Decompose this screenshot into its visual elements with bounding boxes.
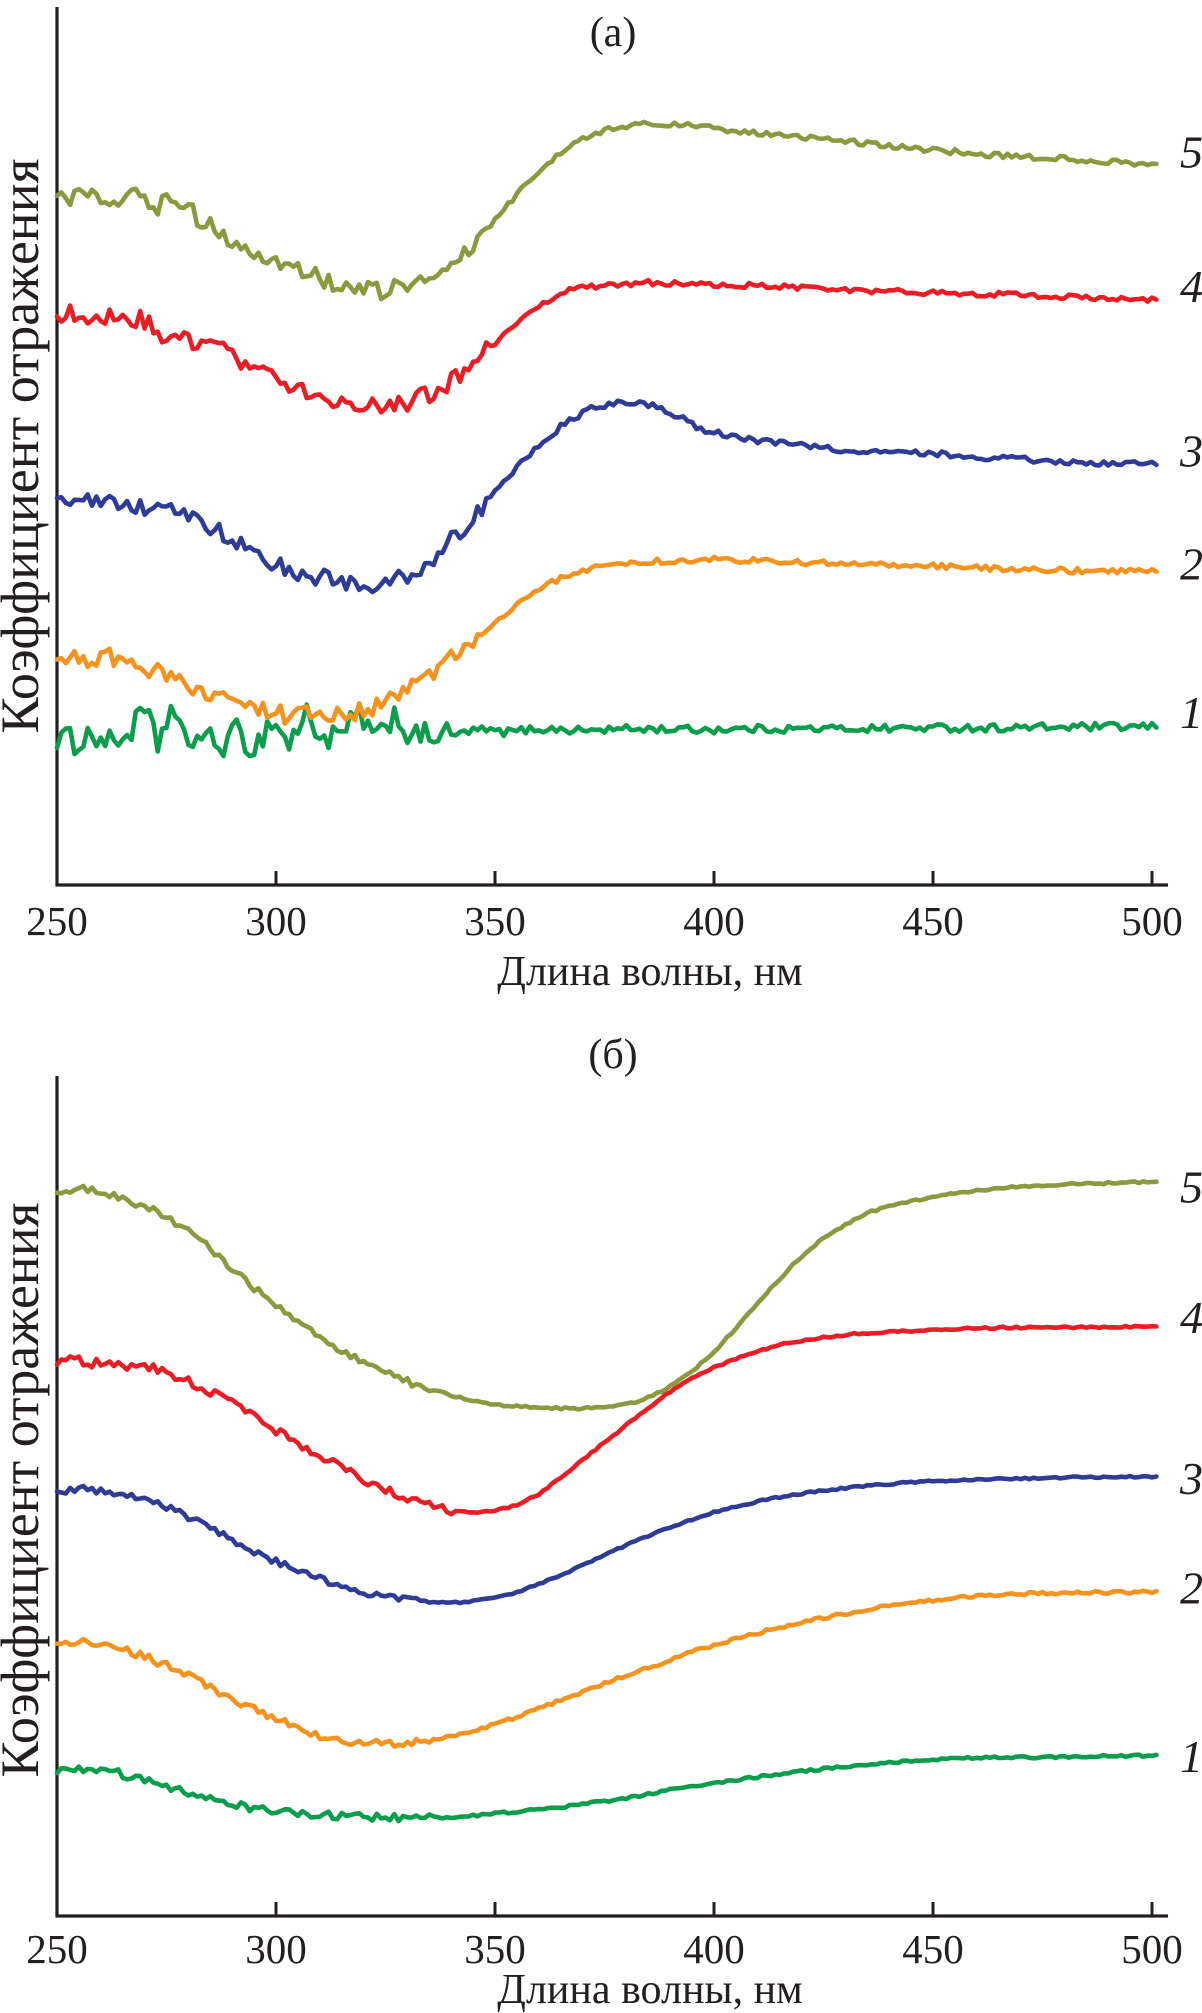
panel-a-title: (а) <box>590 10 637 56</box>
panel-a-x-axis-label: Длина волны, нм <box>497 949 802 995</box>
panel-a-x-tick-label-400: 400 <box>683 898 745 944</box>
panel-b-axis-spines <box>55 1076 1168 1918</box>
panel-b-curve-labels: 1 2 3 4 5 <box>1179 1162 1202 1783</box>
panel-b-curve-5 <box>54 1179 1159 1412</box>
panel-b-x-tick-label-450: 450 <box>902 1926 964 1972</box>
panel-a-x-tick-label-450: 450 <box>902 898 964 944</box>
panel-a-curve-1 <box>54 702 1159 759</box>
panel-b-x-tick-label-300: 300 <box>245 1926 307 1972</box>
panel-a-x-tick-label-300: 300 <box>245 898 307 944</box>
panel-a-x-tick-labels: 250 300 350 400 450 500 <box>26 898 1183 944</box>
panel-a-curve-labels: 1 2 3 4 5 <box>1179 127 1202 738</box>
panel-b-curve-label-2: 2 <box>1180 1562 1202 1613</box>
panel-b-curve-label-3: 3 <box>1179 1453 1202 1504</box>
panel-a-curve-2 <box>54 554 1159 726</box>
panel-a-curve-label-3: 3 <box>1179 425 1202 476</box>
panel-b-x-axis-label: Длина волны, нм <box>497 1967 802 2013</box>
panel-b-curve-label-1: 1 <box>1180 1731 1202 1782</box>
panel-a-axis-spines <box>55 7 1168 887</box>
panel-b-x-tick-label-500: 500 <box>1121 1926 1183 1972</box>
panel-a-axes <box>55 7 1168 887</box>
panel-b-x-tick-label-350: 350 <box>464 1926 526 1972</box>
panel-a-x-tick-label-250: 250 <box>26 898 88 944</box>
panel-b-x-tick-label-400: 400 <box>683 1926 745 1972</box>
panel-a-curve-3 <box>54 398 1159 595</box>
panel-a-curve-5 <box>54 119 1159 302</box>
panel-b-curve-4 <box>54 1323 1159 1517</box>
panel-a-curve-4 <box>54 277 1159 415</box>
panel-a-curve-label-5: 5 <box>1180 127 1202 178</box>
panel-a-x-tick-label-500: 500 <box>1121 898 1183 944</box>
panel-a-x-tick-label-350: 350 <box>464 898 526 944</box>
panel-b-curve-2 <box>54 1588 1159 1749</box>
panel-b-x-tick-label-250: 250 <box>26 1926 88 1972</box>
panel-b-axes <box>55 1076 1168 1918</box>
panel-a-y-axis-label: Коэффициент отражения <box>0 159 50 734</box>
panel-b-curve-3 <box>54 1473 1159 1606</box>
panel-b-x-tick-labels: 250 300 350 400 450 500 <box>26 1926 1183 1972</box>
panel-b-title: (б) <box>588 1032 637 1078</box>
panel-b-curve-1 <box>54 1752 1159 1824</box>
panel-a-curve-label-1: 1 <box>1180 687 1202 738</box>
panel-b-y-axis-label: Коэффициент отражения <box>0 1203 50 1778</box>
panel-b-curves <box>54 1179 1159 1824</box>
panel-a-curves <box>54 119 1159 759</box>
panel-b-curve-label-4: 4 <box>1180 1292 1202 1343</box>
panel-a-curve-label-2: 2 <box>1180 539 1202 590</box>
panel-b-curve-label-5: 5 <box>1180 1162 1202 1213</box>
panel-a-curve-label-4: 4 <box>1180 261 1202 312</box>
panel-a-chart: (а) Коэффициент отражения 250 300 350 400 45… <box>0 7 1202 995</box>
panel-b-chart: (б) Коэффициент отражения 250 300 350 400 45… <box>0 1032 1202 2013</box>
